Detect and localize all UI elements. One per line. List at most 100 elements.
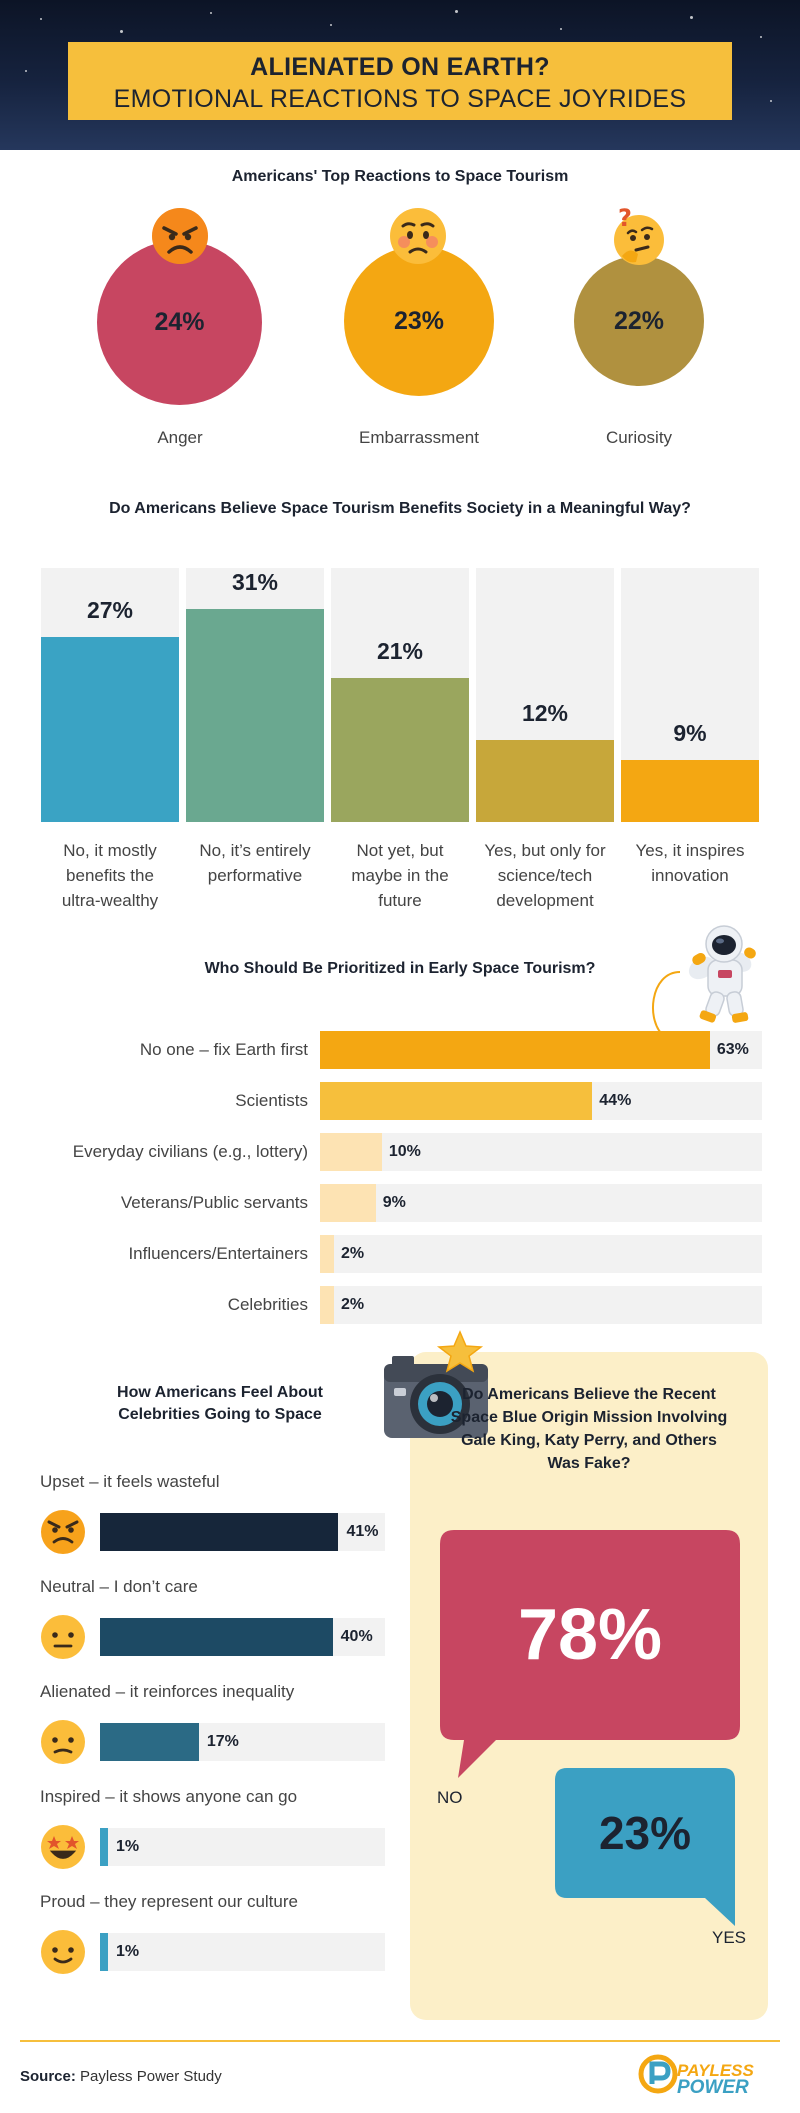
- benefit-label-line: future: [378, 891, 422, 910]
- source-note: Source: Payless Power Study: [20, 2068, 222, 2085]
- embarrassment-circle: 23%: [344, 246, 494, 396]
- priority-track: [320, 1184, 762, 1222]
- priority-label: No one – fix Earth first: [139, 1040, 308, 1059]
- benefit-label: Yes, but only for science/tech development: [471, 838, 619, 913]
- no-value: 78%: [517, 1595, 663, 1675]
- benefit-label-line: Not yet, but: [356, 841, 444, 860]
- anger-label: Anger: [157, 428, 203, 447]
- celebrities-heading: How Americans Feel About Celebrities Goi…: [60, 1382, 380, 1426]
- curiosity-label: Curiosity: [605, 428, 673, 447]
- astronaut-icon: [652, 925, 756, 1044]
- page-subtitle: EMOTIONAL REACTIONS TO SPACE JOYRIDES: [113, 85, 687, 113]
- benefit-bar: [476, 739, 614, 822]
- priority-track: [320, 1286, 762, 1324]
- benefit-bar: [621, 760, 759, 822]
- anger-circle: 24%: [97, 240, 262, 405]
- priority-label: Veterans/Public servants: [120, 1193, 308, 1212]
- fake-mission-heading: Do Americans Believe the Recent Space Bl…: [450, 1386, 728, 1472]
- priority-value: 10%: [388, 1143, 421, 1160]
- benefit-value: 27%: [86, 596, 134, 623]
- logo-line2: POWER: [677, 2077, 749, 2098]
- footer-divider: [20, 2040, 780, 2042]
- no-label: NO: [437, 1788, 463, 1807]
- priority-value: 2%: [341, 1296, 365, 1313]
- page-title: ALIENATED ON EARTH?: [250, 53, 550, 81]
- feeling-bar: [100, 1828, 108, 1866]
- reactions-heading: Americans' Top Reactions to Space Touris…: [231, 168, 569, 185]
- priority-value: 2%: [341, 1245, 365, 1262]
- priority-track: [320, 1235, 762, 1273]
- svg-text:?: ?: [618, 206, 632, 232]
- priority-bar: [320, 1235, 334, 1273]
- priority-track: [320, 1133, 762, 1171]
- celebrities-heading-line1: How Americans Feel About: [117, 1384, 323, 1401]
- priority-bar: [320, 1286, 334, 1324]
- benefit-label-line: maybe in the: [351, 866, 449, 885]
- benefit-label-line: benefits the: [66, 866, 154, 885]
- benefit-label: Yes, it inspires innovation: [616, 838, 764, 888]
- priority-bar: [320, 1133, 382, 1171]
- feeling-bar: [100, 1933, 108, 1971]
- feeling-bar: [100, 1513, 339, 1551]
- feeling-value: 17%: [206, 1733, 239, 1750]
- yes-value: 23%: [598, 1807, 692, 1859]
- feeling-label: Inspired – it shows anyone can go: [40, 1787, 298, 1806]
- benefit-label-line: performative: [207, 866, 303, 885]
- curiosity-value: 22%: [613, 306, 665, 335]
- camera-icon: [384, 1330, 488, 1438]
- benefit-bar: [331, 677, 469, 822]
- star-struck-face-icon: [41, 1825, 85, 1869]
- feeling-track: [100, 1828, 385, 1866]
- feeling-bar: [100, 1723, 199, 1761]
- feeling-label: Neutral – I don’t care: [40, 1577, 198, 1596]
- benefit-label-line: Yes, but only for: [484, 841, 606, 860]
- yes-speech-bubble: [555, 1768, 735, 1926]
- priority-label: Everyday civilians (e.g., lottery): [72, 1142, 308, 1161]
- feeling-value: 41%: [346, 1523, 379, 1540]
- title-banner: ALIENATED ON EARTH? EMOTIONAL REACTIONS …: [68, 42, 732, 120]
- benefit-value: 12%: [521, 699, 569, 726]
- benefit-label-line: innovation: [651, 866, 729, 885]
- feeling-label: Alienated – it reinforces inequality: [40, 1682, 295, 1701]
- benefit-label: No, it mostly benefits the ultra-wealthy: [36, 838, 184, 913]
- payless-power-logo-text: PAYLESS POWER: [677, 2062, 754, 2098]
- feeling-value: 1%: [116, 1838, 140, 1855]
- benefit-label-line: Yes, it inspires: [635, 841, 745, 860]
- relieved-face-icon: [41, 1930, 85, 1974]
- celebrities-heading-line2: Celebrities Going to Space: [118, 1406, 322, 1423]
- benefit-value: 31%: [231, 569, 279, 596]
- raised-eyebrow-face-icon: [41, 1615, 85, 1659]
- priority-value: 63%: [716, 1041, 749, 1058]
- feeling-value: 1%: [116, 1943, 140, 1960]
- priority-bar: [320, 1082, 593, 1120]
- curiosity-circle: 22%: [574, 256, 704, 386]
- benefit-bar: [186, 609, 324, 822]
- payless-power-logo-icon: [638, 2054, 678, 2094]
- benefit-label-line: No, it’s entirely: [199, 841, 311, 860]
- source-label: Source:: [20, 2068, 76, 2085]
- benefit-value: 9%: [673, 720, 707, 747]
- anger-value: 24%: [154, 308, 205, 336]
- unamused-face-icon: [41, 1720, 85, 1764]
- worried-face-icon: [390, 208, 446, 264]
- benefits-heading: Do Americans Believe Space Tourism Benef…: [109, 500, 691, 517]
- benefit-bar: [41, 636, 179, 822]
- embarrassment-label: Embarrassment: [359, 428, 479, 447]
- embarrassment-value: 23%: [393, 306, 445, 335]
- no-speech-bubble: [440, 1530, 740, 1778]
- benefit-label-line: development: [496, 891, 594, 910]
- feeling-bar: [100, 1618, 333, 1656]
- benefit-label: Not yet, but maybe in the future: [326, 838, 474, 913]
- benefit-label-line: science/tech: [497, 866, 593, 885]
- thinking-face-icon: ?: [614, 206, 664, 265]
- angry-face-icon: [152, 208, 208, 264]
- source-text: Payless Power Study: [80, 2068, 222, 2085]
- benefit-label-line: No, it mostly: [63, 841, 157, 860]
- priority-label: Celebrities: [227, 1295, 308, 1314]
- priority-heading: Who Should Be Prioritized in Early Space…: [204, 960, 596, 977]
- feeling-label: Proud – they represent our culture: [40, 1892, 298, 1911]
- priority-label: Influencers/Entertainers: [128, 1244, 308, 1263]
- benefit-label: No, it’s entirely performative: [181, 838, 329, 888]
- priority-value: 9%: [382, 1194, 406, 1211]
- priority-bar: [320, 1031, 710, 1069]
